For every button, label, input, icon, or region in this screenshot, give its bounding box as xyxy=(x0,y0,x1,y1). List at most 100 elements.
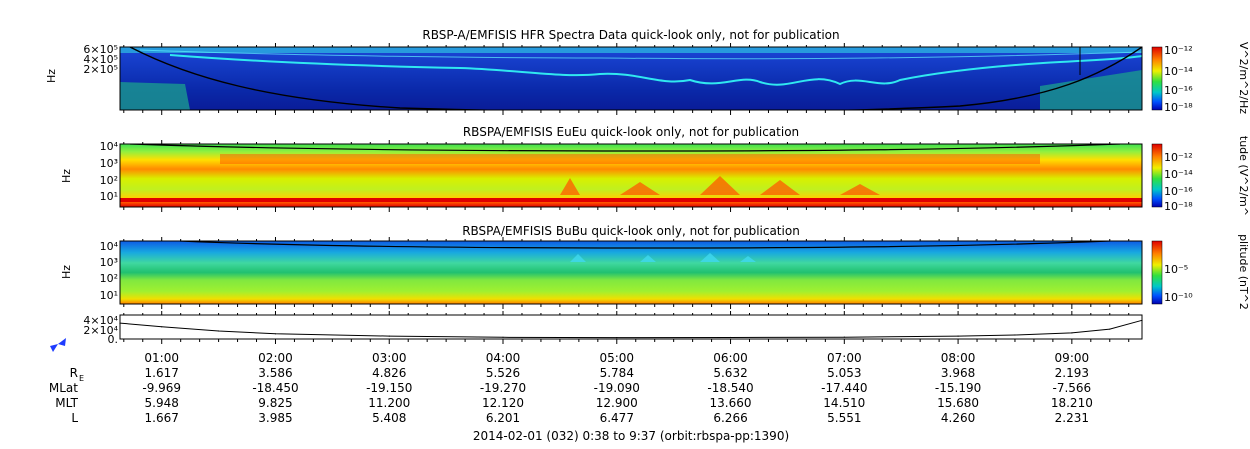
bubu-plot-frame xyxy=(119,240,1143,305)
eueu-cbar-tick-3: 10⁻¹⁶ xyxy=(1164,185,1193,198)
eueu-ytick-1e3: 10³ xyxy=(100,157,118,170)
eueu-bottom-line xyxy=(120,198,1142,202)
time-tick-label: 04:00 xyxy=(486,351,521,365)
hfr-cbar-tick-2: 10⁻¹⁴ xyxy=(1164,65,1193,78)
ephemeris-value: 2.193 xyxy=(1055,366,1089,380)
ephemeris-value: 5.408 xyxy=(372,411,406,425)
bubu-cbar-tick-1: 10⁻⁵ xyxy=(1164,263,1188,276)
ephemeris-value: 6.201 xyxy=(486,411,520,425)
bubu-cbar-tick-2: 10⁻¹⁰ xyxy=(1164,291,1193,304)
time-tick-label: 09:00 xyxy=(1055,351,1090,365)
ephemeris-value: 12.900 xyxy=(596,396,638,410)
eueu-ytick-1e4: 10⁴ xyxy=(100,140,119,153)
ephemeris-value: 5.632 xyxy=(713,366,747,380)
eueu-spectrogram xyxy=(120,144,1142,207)
time-axis-labels: 01:00 02:00 03:00 04:00 05:00 06:00 07:00 08:00… xyxy=(144,351,1089,365)
ephemeris-value: 4.260 xyxy=(941,411,975,425)
time-tick-label: 02:00 xyxy=(258,351,293,365)
ephemeris-value: -17.440 xyxy=(821,381,867,395)
ephemeris-value: 5.526 xyxy=(486,366,520,380)
ephemeris-value: 9.825 xyxy=(258,396,292,410)
line-ytick-0: 0. xyxy=(108,333,119,346)
ephemeris-value: -7.566 xyxy=(1053,381,1092,395)
ephemeris-row-label: MLat xyxy=(49,381,78,395)
ephemeris-value: 3.586 xyxy=(258,366,292,380)
ephemeris-row-label: MLT xyxy=(55,396,78,410)
bubu-panel: RBSPA/EMFISIS BuBu quick-look only, not … xyxy=(60,224,1250,310)
ephemeris-value: 4.826 xyxy=(372,366,406,380)
ephemeris-value: 1.617 xyxy=(145,366,179,380)
ephemeris-value: -19.150 xyxy=(366,381,412,395)
bubu-colorbar xyxy=(1151,240,1163,305)
ephemeris-row-label: R xyxy=(70,366,78,380)
hfr-title: RBSP-A/EMFISIS HFR Spectra Data quick-lo… xyxy=(422,28,839,42)
ephemeris-value: 15.680 xyxy=(937,396,979,410)
nav-arrow-left-icon[interactable] xyxy=(50,344,58,352)
eueu-cbar-tick-1: 10⁻¹² xyxy=(1164,151,1193,164)
line-point xyxy=(1109,328,1111,330)
line-panel: 4×10⁴ 2×10⁴ 0. xyxy=(83,314,1143,346)
ephemeris-row-subscript: E xyxy=(79,374,84,383)
bubu-ylabel: Hz xyxy=(60,265,73,279)
hfr-cyclotron-curve xyxy=(129,47,1142,110)
time-tick-label: 01:00 xyxy=(144,351,179,365)
hfr-ylabel: Hz xyxy=(45,69,58,83)
hfr-spectrogram xyxy=(120,47,1142,110)
line-point xyxy=(616,337,618,339)
ephemeris-value: 11.200 xyxy=(368,396,410,410)
ephemeris-value: 14.510 xyxy=(823,396,865,410)
ephemeris-value: 5.784 xyxy=(600,366,634,380)
ephemeris-table: 1.617-9.9695.9481.6673.586-18.4509.8253.… xyxy=(49,366,1093,425)
hfr-ytick-4e5: 4×10⁵ xyxy=(83,53,118,66)
eueu-panel: RBSPA/EMFISIS EuEu quick-look only, not … xyxy=(60,125,1250,216)
hfr-plasma-line xyxy=(169,54,1142,86)
ephemeris-value: -9.969 xyxy=(142,381,181,395)
time-tick-label: 05:00 xyxy=(599,351,634,365)
eueu-ylabel: Hz xyxy=(60,169,73,183)
bubu-spectrogram xyxy=(120,241,1142,304)
nav-arrows[interactable] xyxy=(50,338,66,352)
hfr-cbar-tick-1: 10⁻¹² xyxy=(1164,44,1193,57)
line-point xyxy=(1014,334,1016,336)
time-tick-label: 03:00 xyxy=(372,351,407,365)
ephemeris-value: 6.266 xyxy=(713,411,747,425)
ephemeris-value: 3.985 xyxy=(258,411,292,425)
nav-arrow-right-icon[interactable] xyxy=(58,338,66,346)
eueu-colorbar xyxy=(1151,143,1163,208)
bubu-ytick-1e1: 10¹ xyxy=(100,289,118,302)
hfr-ytick-6e5: 6×10⁵ xyxy=(83,43,118,56)
line-point xyxy=(1071,332,1073,334)
ephemeris-value: -18.450 xyxy=(252,381,298,395)
bubu-ytick-1e4: 10⁴ xyxy=(100,240,119,253)
line-point xyxy=(1141,319,1143,321)
hfr-panel: RBSP-A/EMFISIS HFR Spectra Data quick-lo… xyxy=(45,28,1250,114)
eueu-ytick-1e2: 10² xyxy=(100,174,118,187)
line-point xyxy=(161,326,163,328)
hfr-colorbar-label: V^2/m^2/Hz xyxy=(1237,42,1250,114)
footer-time-range: 2014-02-01 (032) 0:38 to 9:37 (orbit:rbs… xyxy=(473,429,789,443)
ephemeris-value: 5.053 xyxy=(827,366,861,380)
bubu-ytick-1e3: 10³ xyxy=(100,256,118,269)
hfr-colorbar xyxy=(1151,46,1163,111)
line-point xyxy=(843,336,845,338)
ephemeris-value: -15.190 xyxy=(935,381,981,395)
ephemeris-value: -19.270 xyxy=(480,381,526,395)
line-series xyxy=(119,319,1143,339)
eueu-cyclotron-curve xyxy=(129,144,1121,152)
time-axis-ticks xyxy=(123,43,1130,344)
eueu-cbar-tick-2: 10⁻¹⁴ xyxy=(1164,168,1193,181)
ephemeris-value: 3.968 xyxy=(941,366,975,380)
ephemeris-value: 5.551 xyxy=(827,411,861,425)
bubu-colorbar-label: plitude (nT^2 xyxy=(1237,234,1250,310)
eueu-plot-frame xyxy=(119,143,1143,208)
eueu-ytick-1e1: 10¹ xyxy=(100,190,118,203)
bubu-cyclotron-curve xyxy=(179,241,1111,249)
ephemeris-value: -19.090 xyxy=(594,381,640,395)
eueu-cbar-tick-4: 10⁻¹⁸ xyxy=(1164,200,1193,213)
hfr-plot-frame xyxy=(119,46,1143,111)
line-point xyxy=(502,336,504,338)
line-plot-frame xyxy=(119,314,1143,340)
ephemeris-value: 6.477 xyxy=(600,411,634,425)
line-ytick-4e4: 4×10⁴ xyxy=(83,314,118,327)
ephemeris-value: -18.540 xyxy=(707,381,753,395)
